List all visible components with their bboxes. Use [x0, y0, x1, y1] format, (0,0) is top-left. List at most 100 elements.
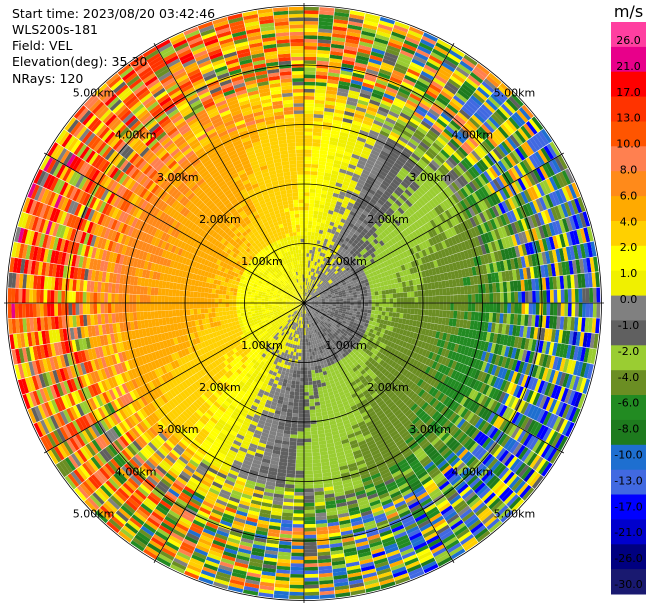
velocity-gate: [346, 31, 361, 38]
velocity-gate: [363, 289, 368, 294]
velocity-gate: [306, 278, 308, 282]
velocity-gate: [395, 94, 408, 103]
velocity-gate: [304, 381, 309, 386]
velocity-gate: [442, 288, 447, 296]
velocity-gate: [316, 178, 324, 184]
velocity-gate: [311, 373, 316, 378]
velocity-gate: [589, 287, 594, 303]
velocity-gate: [304, 17, 319, 22]
velocity-gate: [371, 299, 376, 303]
velocity-gate: [346, 217, 352, 223]
velocity-gate: [313, 473, 323, 478]
velocity-gate: [300, 363, 304, 368]
velocity-gate: [421, 303, 426, 310]
velocity-gate: [334, 231, 340, 237]
velocity-gate: [357, 305, 361, 309]
velocity-gate: [309, 271, 313, 276]
velocity-gate: [313, 265, 317, 269]
velocity-gate: [308, 221, 313, 225]
velocity-gate: [338, 172, 346, 178]
velocity-gate: [535, 303, 540, 315]
velocity-gate: [542, 290, 547, 303]
velocity-gate: [325, 162, 334, 167]
velocity-gate: [464, 294, 469, 303]
velocity-gate: [342, 180, 350, 187]
velocity-gate: [307, 285, 309, 290]
velocity-gate: [328, 236, 333, 241]
velocity-gate: [308, 381, 313, 385]
velocity-gate: [357, 179, 366, 186]
velocity-gate: [305, 278, 307, 282]
velocity-gate: [532, 303, 536, 315]
velocity-gate: [317, 258, 321, 263]
velocity-gate: [365, 162, 374, 170]
velocity-gate: [309, 264, 313, 269]
velocity-gate: [306, 281, 309, 286]
velocity-gate: [361, 27, 377, 34]
velocity-gate: [350, 127, 360, 134]
velocity-gate: [371, 306, 376, 311]
velocity-gate: [340, 128, 350, 134]
velocity-gate: [510, 292, 515, 303]
velocity-gate: [324, 104, 335, 109]
velocity-gate: [304, 249, 307, 254]
velocity-gate: [575, 303, 579, 317]
velocity-gate: [315, 265, 318, 270]
velocity-gate: [304, 263, 306, 268]
velocity-gate: [304, 253, 307, 257]
velocity-gate: [392, 312, 397, 318]
velocity-gate: [325, 258, 329, 263]
velocity-gate: [371, 47, 386, 55]
velocity-gate: [357, 136, 367, 143]
velocity-gate: [393, 303, 397, 308]
velocity-gate: [389, 298, 394, 303]
velocity-gate: [385, 311, 390, 317]
velocity-gate: [304, 10, 319, 15]
velocity-gate: [341, 121, 352, 127]
velocity-gate: [503, 303, 508, 314]
velocity-gate: [525, 303, 529, 315]
velocity-gate: [304, 135, 313, 139]
velocity-gate: [319, 153, 328, 159]
velocity-gate: [330, 241, 335, 246]
velocity-gate: [359, 191, 367, 198]
velocity-gate: [410, 61, 424, 71]
velocity-gate: [304, 345, 307, 350]
velocity-gate: [391, 73, 404, 81]
velocity-gate: [320, 146, 329, 152]
velocity-gate: [304, 149, 312, 154]
velocity-gate: [307, 278, 310, 282]
velocity-gate: [417, 309, 422, 316]
velocity-gate: [364, 13, 381, 21]
velocity-gate: [368, 58, 382, 66]
velocity-gate: [348, 20, 363, 27]
velocity-gate: [367, 295, 372, 300]
velocity-gate: [327, 187, 335, 193]
velocity-gate: [396, 292, 401, 298]
velocity-gate: [496, 303, 501, 313]
velocity-gate: [304, 128, 313, 132]
velocity-gate: [306, 345, 309, 350]
velocity-gate: [460, 311, 465, 320]
velocity-gate: [352, 204, 360, 211]
velocity-gate: [332, 226, 338, 232]
velocity-gate: [330, 43, 345, 49]
velocity-gate: [310, 167, 318, 172]
velocity-gate: [304, 81, 316, 86]
velocity-gate: [312, 261, 315, 265]
velocity-gate: [304, 591, 320, 596]
velocity-gate: [308, 271, 311, 276]
velocity-gate: [380, 150, 390, 158]
velocity-gate: [309, 249, 313, 254]
velocity-gate: [315, 229, 320, 234]
velocity-gate: [304, 185, 310, 189]
velocity-gate: [320, 237, 325, 242]
velocity-gate: [344, 208, 351, 214]
velocity-gate: [304, 474, 314, 478]
velocity-gate: [321, 186, 329, 192]
velocity-gate: [335, 228, 342, 233]
velocity-gate: [304, 488, 314, 493]
velocity-gate: [306, 352, 310, 357]
velocity-gate: [305, 335, 308, 339]
velocity-gate: [310, 279, 313, 283]
